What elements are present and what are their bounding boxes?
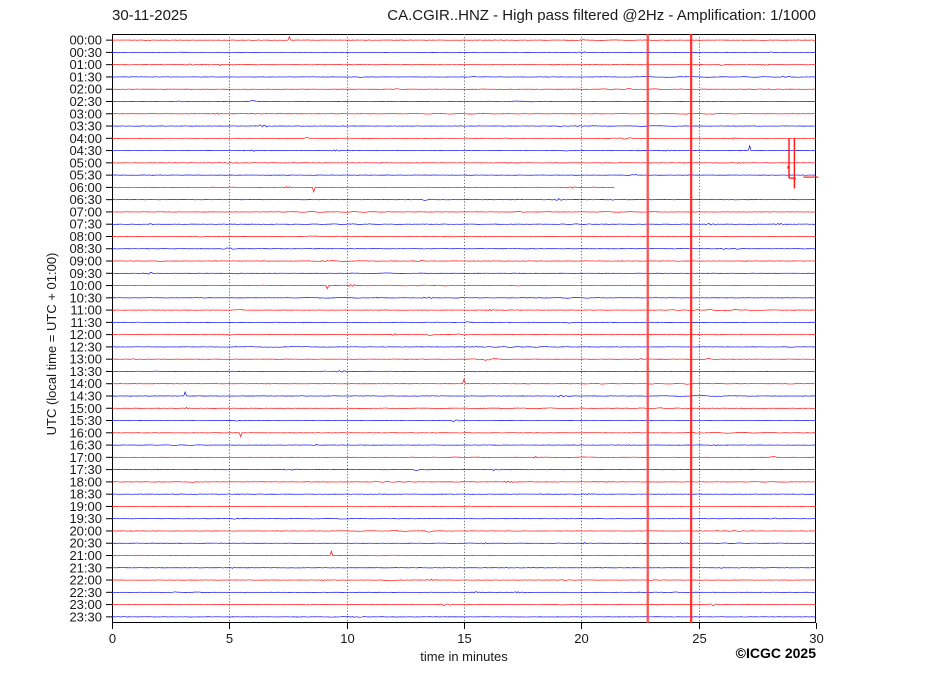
svg-text:time in minutes: time in minutes [420, 649, 508, 664]
svg-text:15: 15 [457, 631, 471, 646]
svg-text:10: 10 [340, 631, 354, 646]
svg-text:30-11-2025: 30-11-2025 [112, 7, 188, 24]
svg-text:5: 5 [226, 631, 233, 646]
svg-text:25: 25 [692, 631, 706, 646]
svg-text:23:30: 23:30 [69, 609, 102, 624]
svg-text:©ICGC 2025: ©ICGC 2025 [736, 645, 817, 661]
svg-text:0: 0 [109, 631, 116, 646]
svg-text:20: 20 [574, 631, 588, 646]
svg-text:UTC (local time = UTC + 01:00): UTC (local time = UTC + 01:00) [44, 253, 59, 436]
svg-text:30: 30 [809, 631, 823, 646]
svg-text:CA.CGIR..HNZ - High pass filte: CA.CGIR..HNZ - High pass filtered @2Hz -… [387, 7, 816, 24]
